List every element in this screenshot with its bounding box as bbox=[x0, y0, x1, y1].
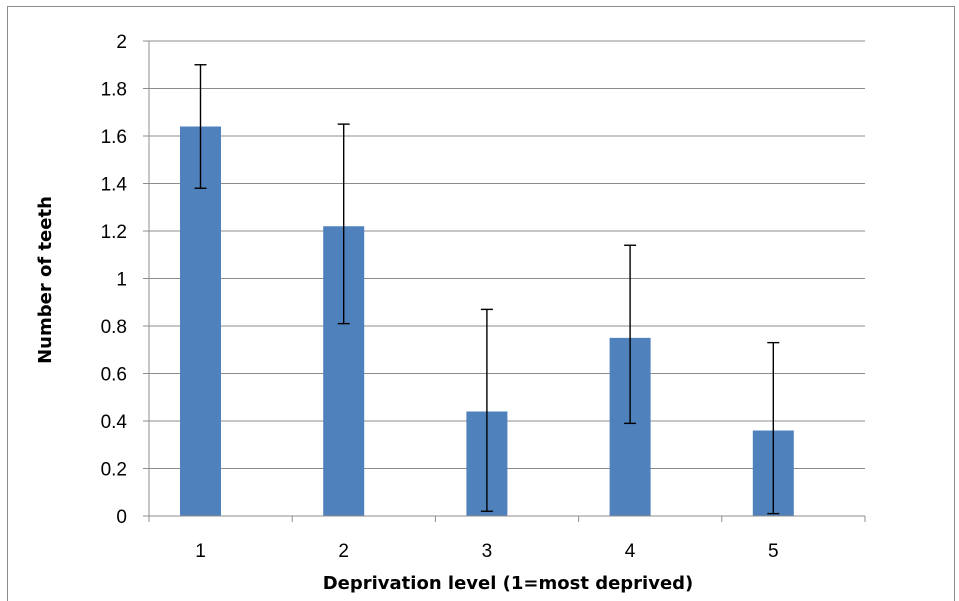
y-tick-label: 0.8 bbox=[101, 317, 127, 338]
y-tick-labels: 0 0.2 0.4 0.6 0.8 1 1.2 1.4 1.6 1.8 2 bbox=[101, 32, 128, 528]
y-tick-label: 0.4 bbox=[101, 412, 128, 433]
y-tick-label: 1.2 bbox=[101, 222, 127, 243]
y-tick-label: 0.2 bbox=[101, 460, 127, 481]
y-tick-label: 1.8 bbox=[101, 80, 127, 101]
x-tick-label: 3 bbox=[482, 541, 493, 562]
y-tick-label: 1.6 bbox=[101, 127, 127, 148]
gridlines bbox=[149, 40, 865, 469]
x-tick-label: 4 bbox=[625, 541, 636, 562]
x-tick-label: 1 bbox=[195, 541, 206, 562]
x-tick-label: 5 bbox=[768, 541, 779, 562]
y-tick-label: 2 bbox=[116, 32, 127, 53]
y-tick-label: 1.4 bbox=[101, 175, 128, 196]
bar bbox=[180, 126, 221, 516]
axes bbox=[143, 40, 866, 522]
x-axis-title: Deprivation level (1=most deprived) bbox=[323, 573, 694, 594]
y-tick-label: 0.6 bbox=[101, 365, 127, 386]
y-tick-label: 0 bbox=[116, 507, 127, 528]
y-tick-label: 1 bbox=[116, 270, 127, 291]
x-tick-labels: 1 2 3 4 5 bbox=[195, 541, 778, 562]
x-tick-label: 2 bbox=[338, 541, 349, 562]
y-axis-title: Number of teeth bbox=[35, 196, 56, 364]
error-bars bbox=[194, 64, 780, 515]
